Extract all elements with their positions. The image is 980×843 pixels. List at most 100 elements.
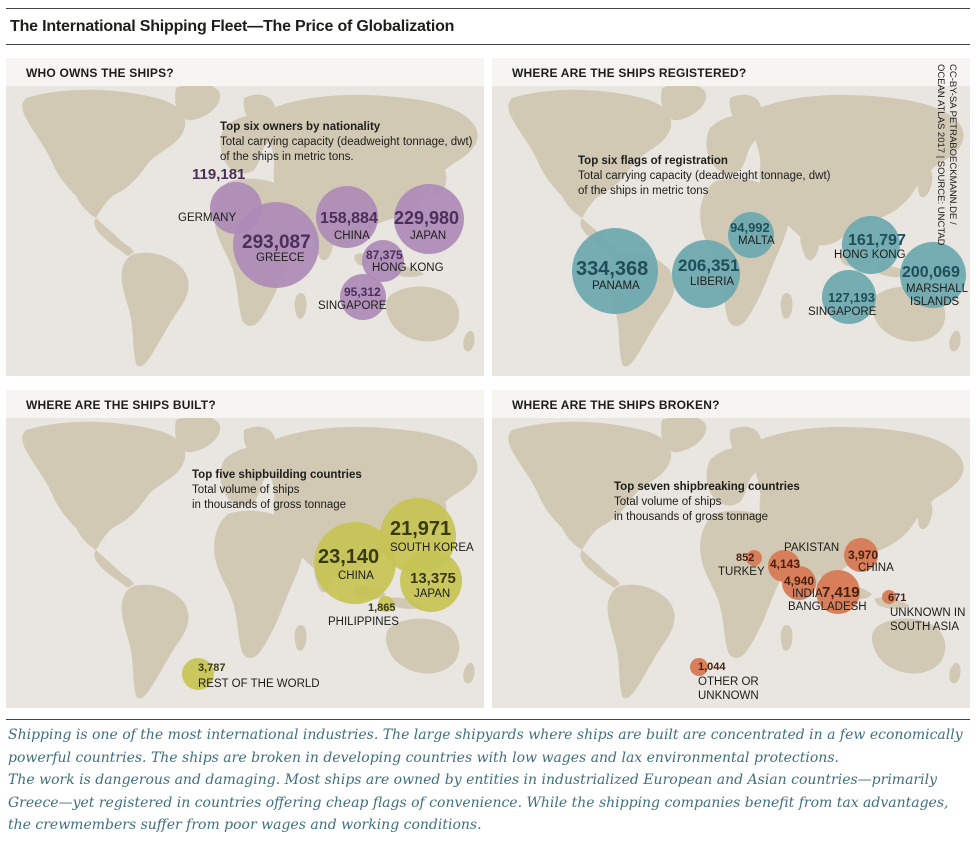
value-marshall: 200,069 xyxy=(902,264,960,281)
label-india: INDIA xyxy=(792,588,823,600)
bubble-japan xyxy=(394,184,464,254)
label-liberia: LIBERIA xyxy=(690,276,735,288)
bubble-japan-built xyxy=(400,550,462,612)
registered-desc-line2: of the ships in metric tons xyxy=(578,185,709,197)
panel-broken: WHERE ARE THE SHIPS BROKEN? Top seven sh… xyxy=(492,390,970,708)
label-panama: PANAMA xyxy=(592,280,640,292)
bubble-philippines xyxy=(378,596,394,612)
panel-built-header: WHERE ARE THE SHIPS BUILT? xyxy=(6,390,484,418)
page-title: The International Shipping Fleet—The Pri… xyxy=(10,18,455,35)
registered-desc-line1: Total carrying capacity (deadweight tonn… xyxy=(578,170,831,182)
label-other-1: OTHER OR xyxy=(698,676,759,688)
footer-line3: The work is dangerous and damaging. Most… xyxy=(8,772,937,788)
bubble-china-broken xyxy=(844,538,878,572)
value-china-built: 23,140 xyxy=(318,546,380,568)
bubble-panama xyxy=(572,228,658,314)
footer-line4: Greece—yet registered in countries offer… xyxy=(8,794,949,811)
panel-built: WHERE ARE THE SHIPS BUILT? Top five ship… xyxy=(6,390,484,708)
value-india: 4,940 xyxy=(784,574,815,588)
label-other-2: UNKNOWN xyxy=(698,690,759,702)
label-marshall-2: ISLANDS xyxy=(910,296,960,308)
value-pakistan: 4,143 xyxy=(770,557,801,571)
value-germany: 119,181 xyxy=(192,166,246,183)
value-other: 1,044 xyxy=(698,661,726,673)
bubble-unknown-sa xyxy=(882,590,896,604)
label-china-broken: CHINA xyxy=(858,562,894,574)
label-china-owners: CHINA xyxy=(334,230,370,242)
label-china-built: CHINA xyxy=(338,570,374,582)
value-china-owners: 158,884 xyxy=(320,210,378,227)
footer-line2: powerful countries. The ships are broken… xyxy=(8,749,839,766)
label-hongkong-owners: HONG KONG xyxy=(372,262,444,274)
panel-registered-heading: WHERE ARE THE SHIPS REGISTERED? xyxy=(512,66,747,80)
footer-rule xyxy=(6,719,970,720)
panel-owners-header: WHO OWNS THE SHIPS? xyxy=(6,58,484,86)
top-rule xyxy=(6,8,970,9)
bubble-bangladesh xyxy=(816,570,860,614)
value-singapore-reg: 127,193 xyxy=(828,290,875,305)
label-unknown-sa-1: UNKNOWN IN xyxy=(890,607,966,619)
bubble-malta xyxy=(728,212,774,258)
bubble-china-owners xyxy=(316,186,378,248)
value-japan: 229,980 xyxy=(394,208,460,228)
owners-desc-line2: of the ships in metric tons. xyxy=(220,151,354,163)
owners-description: Top six owners by nationality Total carr… xyxy=(220,120,473,165)
world-map-broken xyxy=(508,415,964,699)
credit-line2: OCEAN ATLAS 2017 | SOURCE: UNCTAD xyxy=(935,64,946,246)
panel-owners-heading: WHO OWNS THE SHIPS? xyxy=(26,66,174,80)
bubble-singapore-reg xyxy=(822,270,876,324)
bubble-singapore-owners xyxy=(340,274,386,320)
owners-subtitle: Top six owners by nationality xyxy=(220,121,381,133)
broken-subtitle: Top seven shipbreaking countries xyxy=(614,481,800,493)
bubble-restofworld xyxy=(182,658,214,690)
credit-line1: CC-BY-SA PETRABOECKMANN.DE / xyxy=(947,64,958,225)
credit-line: CC-BY-SA PETRABOECKMANN.DE / OCEAN ATLAS… xyxy=(935,64,958,280)
value-china-broken: 3,970 xyxy=(848,548,879,562)
built-subtitle: Top five shipbuilding countries xyxy=(192,469,362,481)
label-unknown-sa-2: SOUTH ASIA xyxy=(890,621,960,633)
value-greece: 293,087 xyxy=(242,232,311,253)
label-turkey: TURKEY xyxy=(718,566,765,578)
broken-desc-line2: in thousands of gross tonnage xyxy=(614,511,769,523)
bubble-india xyxy=(782,566,816,600)
bubble-liberia xyxy=(672,240,740,308)
value-turkey: 852 xyxy=(736,552,755,564)
built-desc-line2: in thousands of gross tonnage xyxy=(192,499,347,511)
broken-description: Top seven shipbreaking countries Total v… xyxy=(614,480,800,525)
value-restofworld: 3,787 xyxy=(198,662,226,674)
label-singapore-owners: SINGAPORE xyxy=(318,300,387,312)
label-pakistan: PAKISTAN xyxy=(784,542,840,554)
label-hongkong-reg: HONG KONG xyxy=(834,249,906,261)
panel-broken-header: WHERE ARE THE SHIPS BROKEN? xyxy=(492,390,970,418)
label-marshall-1: MARSHALL xyxy=(906,283,968,295)
footer-line5: the crewmembers suffer from poor wages a… xyxy=(8,817,482,833)
registered-subtitle: Top six flags of registration xyxy=(578,155,728,167)
value-hongkong-owners: 87,375 xyxy=(366,248,403,262)
label-greece: GREECE xyxy=(256,252,305,264)
label-germany: GERMANY xyxy=(178,212,237,224)
value-liberia: 206,351 xyxy=(678,256,740,275)
label-restofworld: REST OF THE WORLD xyxy=(198,678,320,690)
bubble-hongkong-reg xyxy=(842,216,900,274)
panel-registered-header: WHERE ARE THE SHIPS REGISTERED? xyxy=(492,58,970,86)
bubble-turkey xyxy=(746,550,762,566)
value-southkorea: 21,971 xyxy=(390,518,452,540)
label-japan: JAPAN xyxy=(410,230,447,242)
label-japan-built: JAPAN xyxy=(414,588,451,600)
value-unknown-sa: 671 xyxy=(888,592,907,604)
value-japan-built: 13,375 xyxy=(410,570,456,587)
panel-broken-heading: WHERE ARE THE SHIPS BROKEN? xyxy=(512,398,720,412)
label-philippines: PHILIPPINES xyxy=(328,616,399,628)
value-singapore-owners: 95,312 xyxy=(344,285,381,299)
bubble-greece xyxy=(233,202,319,288)
value-hongkong-reg: 161,797 xyxy=(848,232,906,249)
label-southkorea: SOUTH KOREA xyxy=(390,542,474,554)
world-map-registered xyxy=(508,83,964,367)
registered-description: Top six flags of registration Total carr… xyxy=(578,154,831,199)
panel-owners: WHO OWNS THE SHIPS? Top six owners by na… xyxy=(6,58,484,376)
bubble-marshall xyxy=(900,242,966,308)
panel-registered: WHERE ARE THE SHIPS REGISTERED? Top six … xyxy=(492,58,970,376)
label-singapore-reg: SINGAPORE xyxy=(808,306,877,318)
value-philippines: 1,865 xyxy=(368,602,396,614)
built-description: Top five shipbuilding countries Total vo… xyxy=(192,468,362,513)
